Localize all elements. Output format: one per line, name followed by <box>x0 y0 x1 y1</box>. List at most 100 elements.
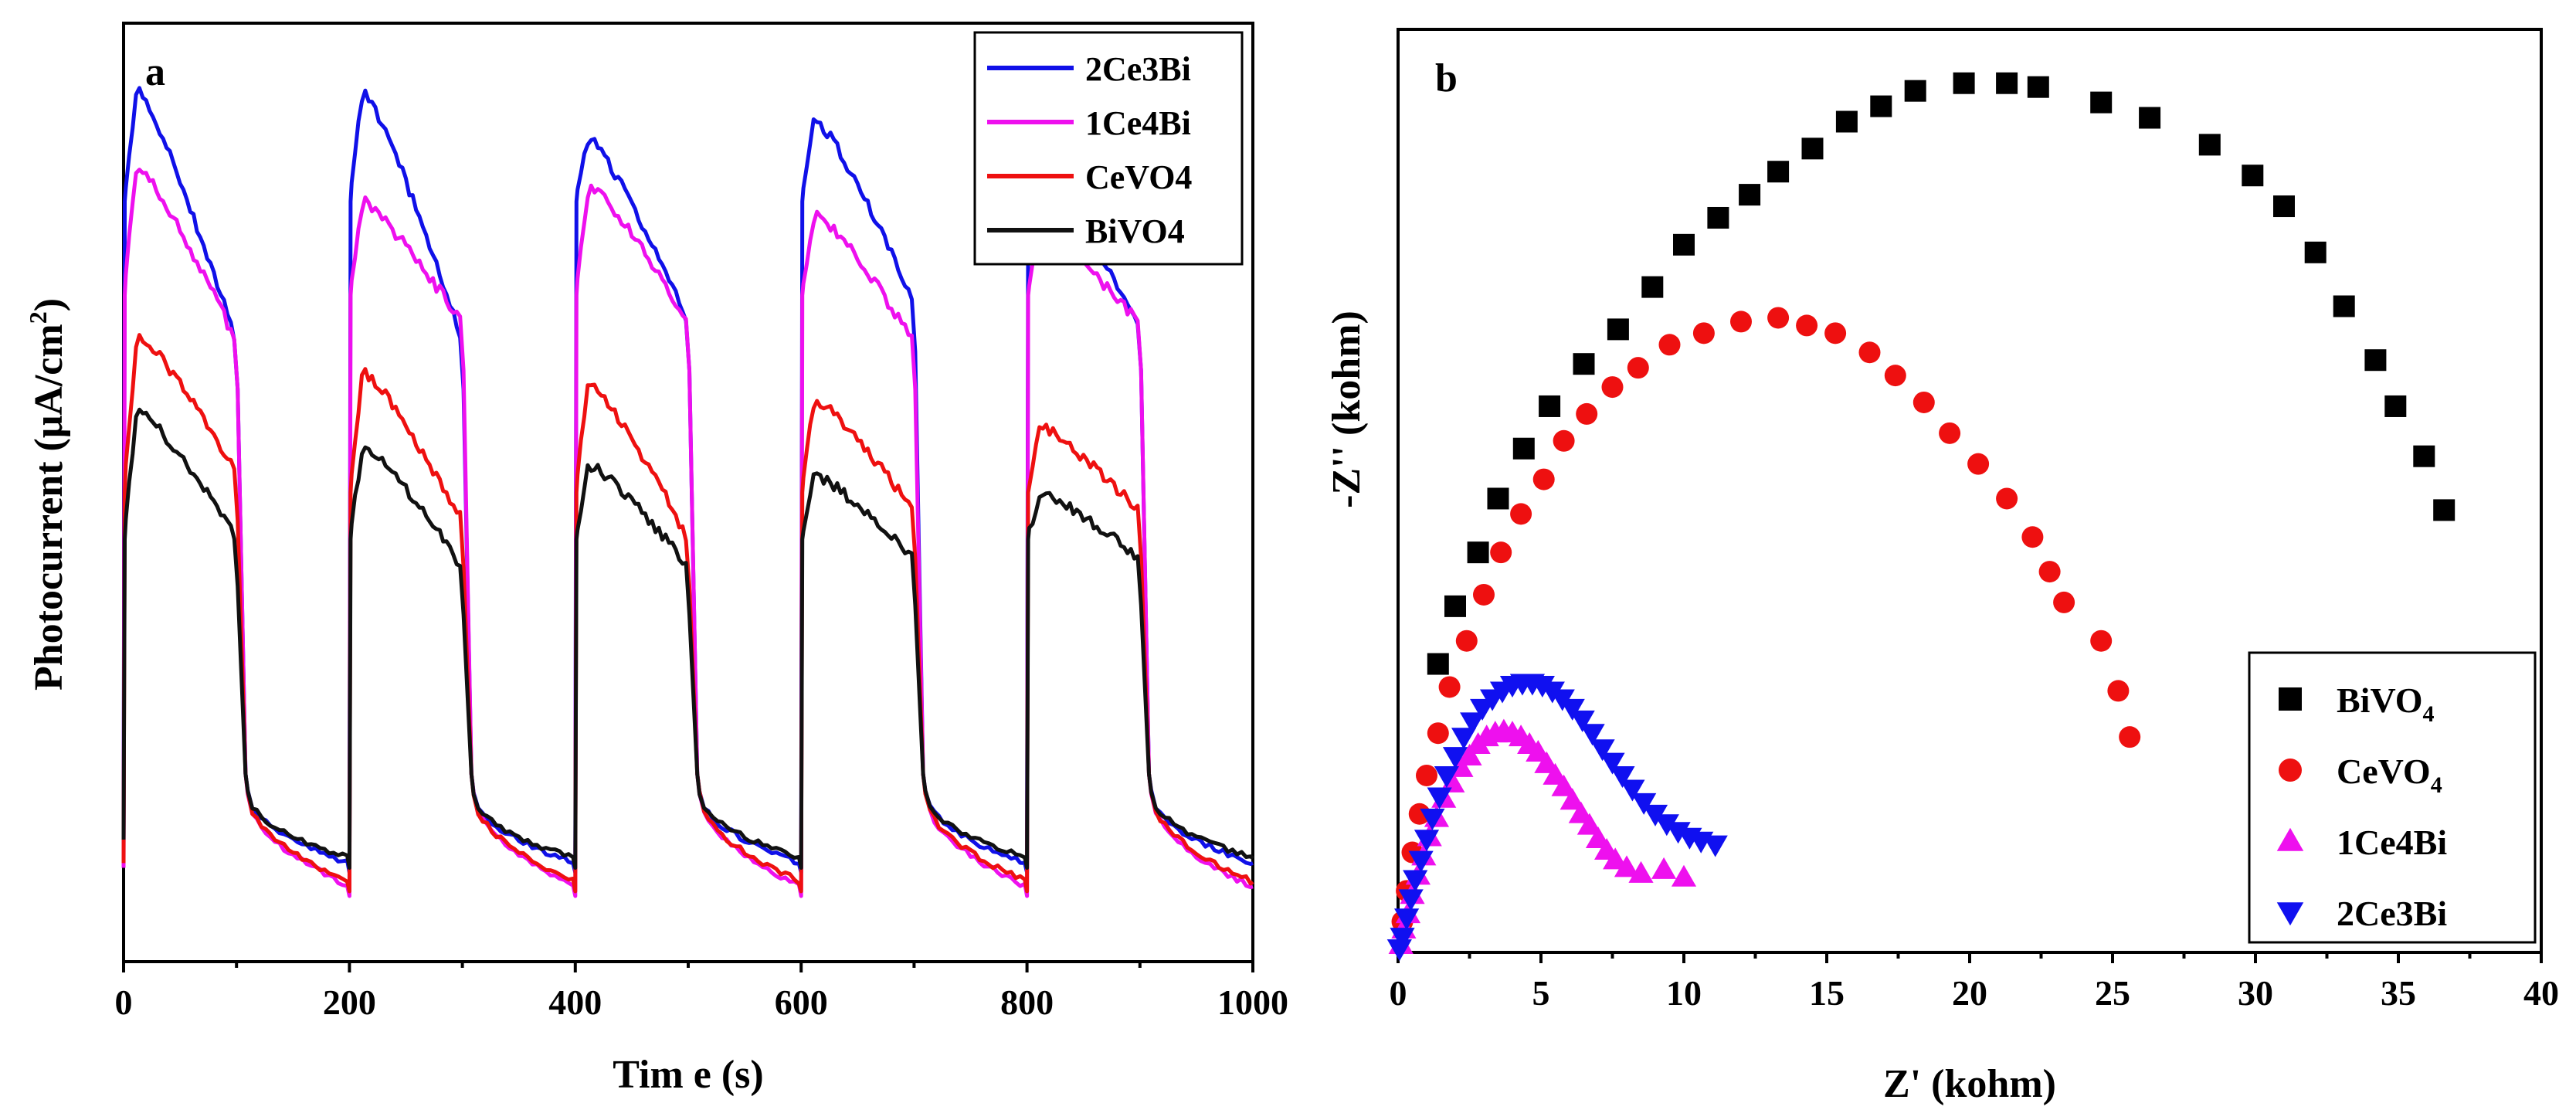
panel-b-point-BiVO4 <box>1739 184 1761 206</box>
panel-b-point-2Ce3Bi <box>1620 779 1645 802</box>
panel-b-point-2Ce3Bi <box>1460 712 1485 735</box>
panel-b-point-BiVO4 <box>2364 349 2387 372</box>
panel-b-x-tick-label: 40 <box>2523 973 2559 1013</box>
panel-b-point-CeVO4 <box>1858 341 1881 364</box>
panel-b-point-BiVO4 <box>1573 353 1595 375</box>
panel-b-point-2Ce3Bi <box>1420 808 1445 830</box>
panel-b-point-1Ce4Bi <box>1560 788 1585 810</box>
panel-a-x-tick-label: 600 <box>775 983 828 1022</box>
panel-b-point-1Ce4Bi <box>1614 855 1640 877</box>
panel-b-point-BiVO4 <box>2433 499 2456 521</box>
panel-b-point-2Ce3Bi <box>1665 822 1691 844</box>
panel-b-point-CeVO4 <box>1996 487 2018 510</box>
panel-b-point-CeVO4 <box>1576 402 1598 425</box>
panel-b-point-CeVO4 <box>1553 429 1575 452</box>
panel-b-point-BiVO4 <box>1953 72 1975 94</box>
panel-b-point-CeVO4 <box>1767 307 1790 329</box>
panel-b-point-CeVO4 <box>1824 322 1847 344</box>
panel-b-point-CeVO4 <box>1427 722 1449 745</box>
panel-b-x-label: Z' (kohm) <box>1883 1062 2056 1106</box>
panel-b-point-2Ce3Bi <box>1427 787 1452 809</box>
panel-a-series-line-1Ce4Bi <box>121 168 1254 898</box>
panel-b-x-tick-label: 0 <box>1390 973 1407 1013</box>
panel-b-point-BiVO4 <box>1444 595 1466 617</box>
panel-b-series-points <box>1386 72 2456 962</box>
panel-b-legend: BiVO4 CeVO4 1Ce4Bi 2Ce3Bi <box>2276 680 2447 933</box>
panel-b-point-2Ce3Bi <box>1610 766 1635 789</box>
panel-b-point-CeVO4 <box>1473 583 1495 606</box>
panel-b-legend-marker <box>2279 759 2302 782</box>
panel-b-point-BiVO4 <box>1641 276 1664 298</box>
panel-b-point-BiVO4 <box>2413 445 2435 467</box>
panel-b-point-BiVO4 <box>1767 161 1790 183</box>
panel-a-legend-label: BiVO4 <box>1085 212 1185 250</box>
panel-b-legend-subscript: 4 <box>2431 772 2442 798</box>
panel-b-x-tick-label: 30 <box>2238 973 2273 1013</box>
panel-b-point-BiVO4 <box>1835 110 1858 133</box>
panel-b-point-CeVO4 <box>1627 357 1649 379</box>
panel-b-point-2Ce3Bi <box>1600 752 1625 775</box>
panel-b-point-CeVO4 <box>1912 391 1935 413</box>
panel-b-point-1Ce4Bi <box>1651 857 1677 879</box>
panel-b-point-1Ce4Bi <box>1603 847 1628 870</box>
panel-b-point-2Ce3Bi <box>1529 676 1555 698</box>
panel-b-legend-subscript: 4 <box>2423 701 2435 727</box>
panel-b-point-CeVO4 <box>1455 630 1478 652</box>
panel-b-x-tick-label: 25 <box>2095 973 2130 1013</box>
panel-a-legend: 2Ce3Bi 1Ce4Bi CeVO4 BiVO4 <box>987 50 1192 250</box>
panel-a-x-ticks: 0 200 400 600 800 1000 <box>115 962 1288 1022</box>
panel-a-legend-label: 2Ce3Bi <box>1085 50 1191 88</box>
panel-b-point-1Ce4Bi <box>1551 774 1576 796</box>
panel-b-legend-label: 2Ce3Bi <box>2337 894 2447 933</box>
panel-b-point-2Ce3Bi <box>1434 766 1459 789</box>
panel-b-point-CeVO4 <box>1601 376 1624 399</box>
panel-b-point-CeVO4 <box>2090 630 2113 652</box>
panel-a-label: a <box>145 50 165 94</box>
panel-b-point-CeVO4 <box>1692 322 1715 344</box>
panel-b-x-tick-label: 5 <box>1532 973 1550 1013</box>
panel-b-point-BiVO4 <box>1512 437 1535 460</box>
panel-b-point-2Ce3Bi <box>1442 747 1468 769</box>
panel-b-point-2Ce3Bi <box>1580 724 1605 746</box>
panel-b-label: b <box>1435 56 1458 100</box>
panel-b-legend-marker <box>2276 902 2304 926</box>
panel-b-point-CeVO4 <box>1939 422 1961 444</box>
panel-b-point-2Ce3Bi <box>1570 710 1595 732</box>
panel-b-point-CeVO4 <box>2053 591 2075 613</box>
panel-b-point-CeVO4 <box>1730 311 1752 333</box>
panel-b-point-CeVO4 <box>1967 453 1990 475</box>
panel-b-point-CeVO4 <box>1438 676 1461 698</box>
panel-b-point-BiVO4 <box>2198 134 2221 156</box>
panel-b-point-CeVO4 <box>1884 365 1906 387</box>
panel-b-point-2Ce3Bi <box>1403 870 1428 892</box>
panel-b-point-BiVO4 <box>1539 395 1561 417</box>
panel-b-point-CeVO4 <box>1416 764 1437 786</box>
panel-a-x-tick-label: 0 <box>115 983 133 1022</box>
panel-a-x-label: Tim e (s) <box>613 1053 763 1097</box>
panel-b-point-2Ce3Bi <box>1702 835 1728 857</box>
panel-b-point-CeVO4 <box>2107 680 2130 702</box>
panel-a-x-tick-label: 200 <box>323 983 376 1022</box>
panel-a-y-label: Photocurrent (μA/cm2) <box>24 298 71 691</box>
panel-b-point-2Ce3Bi <box>1654 814 1679 837</box>
panel-b-point-BiVO4 <box>1801 137 1824 160</box>
panel-b-point-2Ce3Bi <box>1386 939 1412 962</box>
panel-b-point-CeVO4 <box>2021 526 2044 548</box>
panel-b-x-tick-label: 20 <box>1952 973 1987 1013</box>
panel-b-point-BiVO4 <box>1707 206 1729 229</box>
panel-b-x-tick-label: 15 <box>1809 973 1845 1013</box>
panel-b-point-2Ce3Bi <box>1414 830 1440 852</box>
panel-b-point-BiVO4 <box>2333 295 2355 317</box>
panel-b-x-tick-label: 10 <box>1666 973 1702 1013</box>
panel-b-point-2Ce3Bi <box>1390 928 1415 950</box>
panel-b-point-BiVO4 <box>1673 233 1695 256</box>
panel-b-point-BiVO4 <box>2304 241 2327 263</box>
panel-b-point-2Ce3Bi <box>1560 698 1585 721</box>
panel-b-point-2Ce3Bi <box>1408 850 1434 873</box>
panel-b-point-1Ce4Bi <box>1576 813 1602 835</box>
panel-b-point-1Ce4Bi <box>1457 743 1482 765</box>
panel-b-legend-marker <box>2276 827 2304 851</box>
panel-a-series-line-BiVO4 <box>121 407 1254 870</box>
panel-b-point-CeVO4 <box>1658 334 1681 356</box>
